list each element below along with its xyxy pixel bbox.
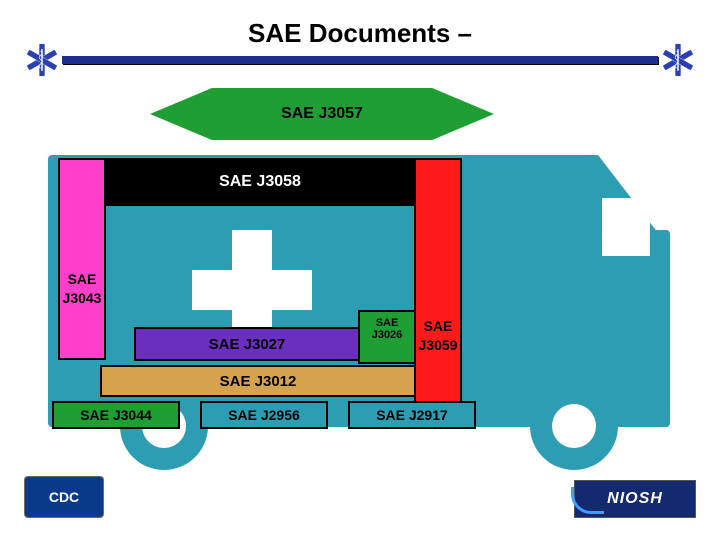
- label: SAE J3044: [74, 405, 158, 425]
- block-sae-j2956: SAE J2956: [200, 401, 328, 429]
- ambulance-cab: [600, 230, 670, 427]
- label: SAE J3058: [213, 171, 307, 193]
- cdc-logo: CDC: [24, 476, 104, 518]
- niosh-swoosh-icon: [571, 487, 604, 514]
- block-sae-j2917: SAE J2917: [348, 401, 476, 429]
- slide-title: SAE Documents –: [0, 18, 720, 49]
- block-sae-j3012: SAE J3012: [100, 365, 416, 397]
- ambulance-window: [602, 198, 650, 256]
- ambulance-wheel: [530, 382, 618, 470]
- niosh-text: NIOSH: [607, 490, 663, 508]
- block-sae-j3059: SAE J3059: [414, 158, 462, 426]
- label-line2: J3043: [57, 289, 108, 308]
- label: SAE J2917: [370, 405, 454, 425]
- cdc-text: CDC: [49, 489, 79, 505]
- title-underline: [62, 56, 658, 64]
- label: SAE J3057: [275, 103, 369, 125]
- star-of-life-icon: [24, 42, 60, 78]
- block-sae-j3027: SAE J3027: [134, 327, 360, 361]
- label: SAE J3012: [214, 371, 303, 392]
- label: SAE J3026: [360, 315, 414, 343]
- label: SAE J2956: [222, 405, 306, 425]
- star-of-life-icon: [660, 42, 696, 78]
- block-sae-j3026: SAE J3026: [358, 310, 416, 364]
- label-line1: SAE: [62, 270, 103, 289]
- label-line2: J3059: [413, 336, 464, 355]
- slide-stage: SAE Documents – SAE J3057 SAE J3043: [0, 0, 720, 540]
- label-line1: SAE: [418, 317, 459, 336]
- block-sae-j3058: SAE J3058: [105, 158, 415, 206]
- niosh-logo: NIOSH: [574, 480, 696, 518]
- block-sae-j3044: SAE J3044: [52, 401, 180, 429]
- block-sae-j3057: SAE J3057: [150, 88, 494, 140]
- block-sae-j3043: SAE J3043: [58, 158, 106, 360]
- label: SAE J3027: [203, 334, 292, 355]
